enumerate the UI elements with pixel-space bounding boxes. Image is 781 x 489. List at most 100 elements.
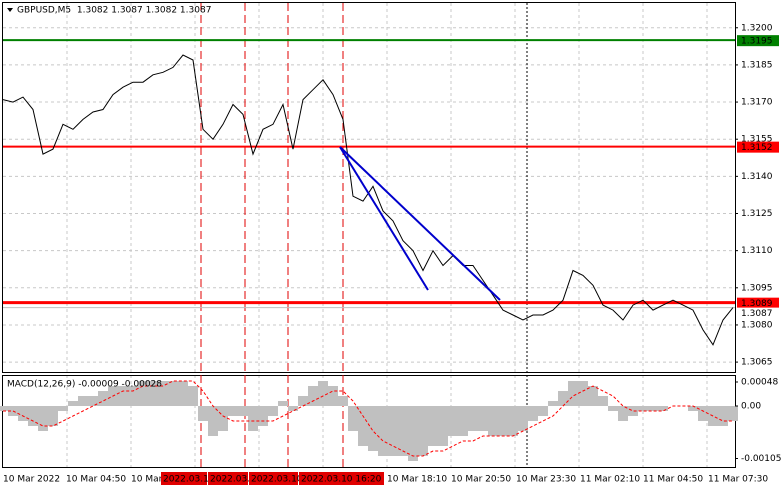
macd-bar [408, 406, 418, 461]
y-tick-label: 1.3155 [741, 135, 773, 145]
y-tick-label: 0.00 [741, 402, 761, 412]
axes: 1.3200 1.3185 1.3170 1.3155 1.3140 1.3125 1.31… [3, 23, 781, 485]
macd-bar [28, 406, 38, 426]
macd-bar [168, 381, 178, 406]
trend-line [339, 146, 429, 291]
y-tick-label: 1.3110 [741, 246, 773, 256]
macd-bar [478, 406, 488, 431]
y-tick-label: 1.3200 [741, 23, 773, 33]
macd-bar [78, 396, 88, 406]
macd-bar [658, 406, 668, 411]
x-label-highlight [299, 472, 384, 485]
y-tick-label: 1.3170 [741, 98, 773, 108]
macd-title: MACD(12,26,9) -0.00009 -0.00028 [7, 380, 162, 390]
macd-bar [578, 381, 588, 406]
macd-bar [218, 406, 228, 431]
macd-bar [298, 396, 308, 406]
x-tick-label: 10 Mar 2022 [3, 475, 60, 485]
level-label-box [737, 297, 779, 309]
macd-bar [618, 406, 628, 421]
macd-bar [628, 406, 638, 416]
y-tick-label: 1.3095 [741, 283, 773, 293]
x-tick-label: 2022.03. [210, 475, 250, 485]
macd-bar [188, 386, 198, 406]
y-tick-label: 1.3185 [741, 60, 773, 70]
macd-bar [148, 381, 158, 406]
macd-bar [0, 406, 8, 411]
macd-bar [398, 406, 408, 456]
macd-bar [378, 406, 388, 456]
symbol-icon [7, 8, 13, 12]
x-tick-label: 10 Mar 04:50 [66, 475, 126, 485]
macd-bar [728, 406, 738, 421]
x-tick-label: 10 Mar 23:30 [516, 475, 576, 485]
macd-bar [638, 406, 648, 411]
macd-bar [598, 396, 608, 406]
price-frame [2, 2, 736, 373]
level-label: 1.3152 [741, 143, 773, 153]
macd-bar [488, 406, 498, 436]
level-label-box [737, 141, 779, 153]
macd-bar [68, 401, 78, 406]
macd-bar [318, 381, 328, 406]
macd-bar [238, 406, 248, 416]
x-label-highlight [161, 472, 207, 485]
macd-bar [498, 406, 508, 436]
macd-bar [328, 386, 338, 406]
x-tick-label: 10 Mar 20:50 [451, 475, 511, 485]
macd-bar [688, 406, 698, 411]
macd-bar [358, 406, 368, 446]
x-tick-label: 11 Mar 07:30 [708, 475, 768, 485]
macd-bar [388, 406, 398, 456]
signal-line [3, 380, 733, 457]
x-label-highlight [249, 472, 298, 485]
plot [0, 54, 738, 461]
macd-bar [558, 391, 568, 406]
macd-bar [158, 381, 168, 406]
macd-bar [538, 406, 548, 416]
macd-bar [428, 406, 438, 446]
y-tick-label: 1.3065 [741, 358, 773, 368]
macd-bar [128, 386, 138, 406]
macd-bar [438, 406, 448, 446]
x-tick-label: 11 Mar 04:50 [643, 475, 703, 485]
y-tick-label: 1.3140 [741, 172, 773, 182]
macd-bar [718, 406, 728, 426]
macd-bar [368, 406, 378, 451]
level-label: 1.3087 [741, 309, 773, 319]
x-tick-label: 10 Mar [131, 475, 163, 485]
macd-bar [98, 391, 108, 406]
level-label: 1.3195 [741, 37, 773, 47]
y-tick-label: 1.3080 [741, 320, 773, 330]
macd-bar [698, 406, 708, 421]
macd-bar [208, 406, 218, 436]
level-label: 1.3089 [741, 299, 773, 309]
macd-bar [138, 381, 148, 406]
macd-bar [88, 396, 98, 406]
level-label-box [737, 35, 779, 47]
levels [3, 39, 735, 309]
macd-bar [178, 381, 188, 406]
macd-bar [248, 406, 258, 431]
macd-bar [58, 406, 68, 411]
y-tick-label: 0.00048 [741, 378, 778, 388]
x-label-highlight [208, 472, 248, 485]
macd-bar [198, 406, 208, 421]
macd-frame [2, 375, 736, 468]
macd-bar [288, 406, 298, 411]
x-tick-label: 11 Mar 02:10 [580, 475, 640, 485]
macd-bar [528, 406, 538, 421]
macd-bar [518, 406, 528, 431]
macd-bar [118, 386, 128, 406]
macd-bar [348, 406, 358, 431]
macd-bar [308, 386, 318, 406]
macd-bar [448, 406, 458, 436]
macd-bar [338, 396, 348, 406]
macd-bar [258, 406, 268, 426]
x-tick-label: 2022.03.1 [163, 475, 209, 485]
macd-bar [458, 406, 468, 436]
macd-bar [608, 406, 618, 411]
macd-bar [268, 406, 278, 416]
macd-bar [38, 406, 48, 431]
